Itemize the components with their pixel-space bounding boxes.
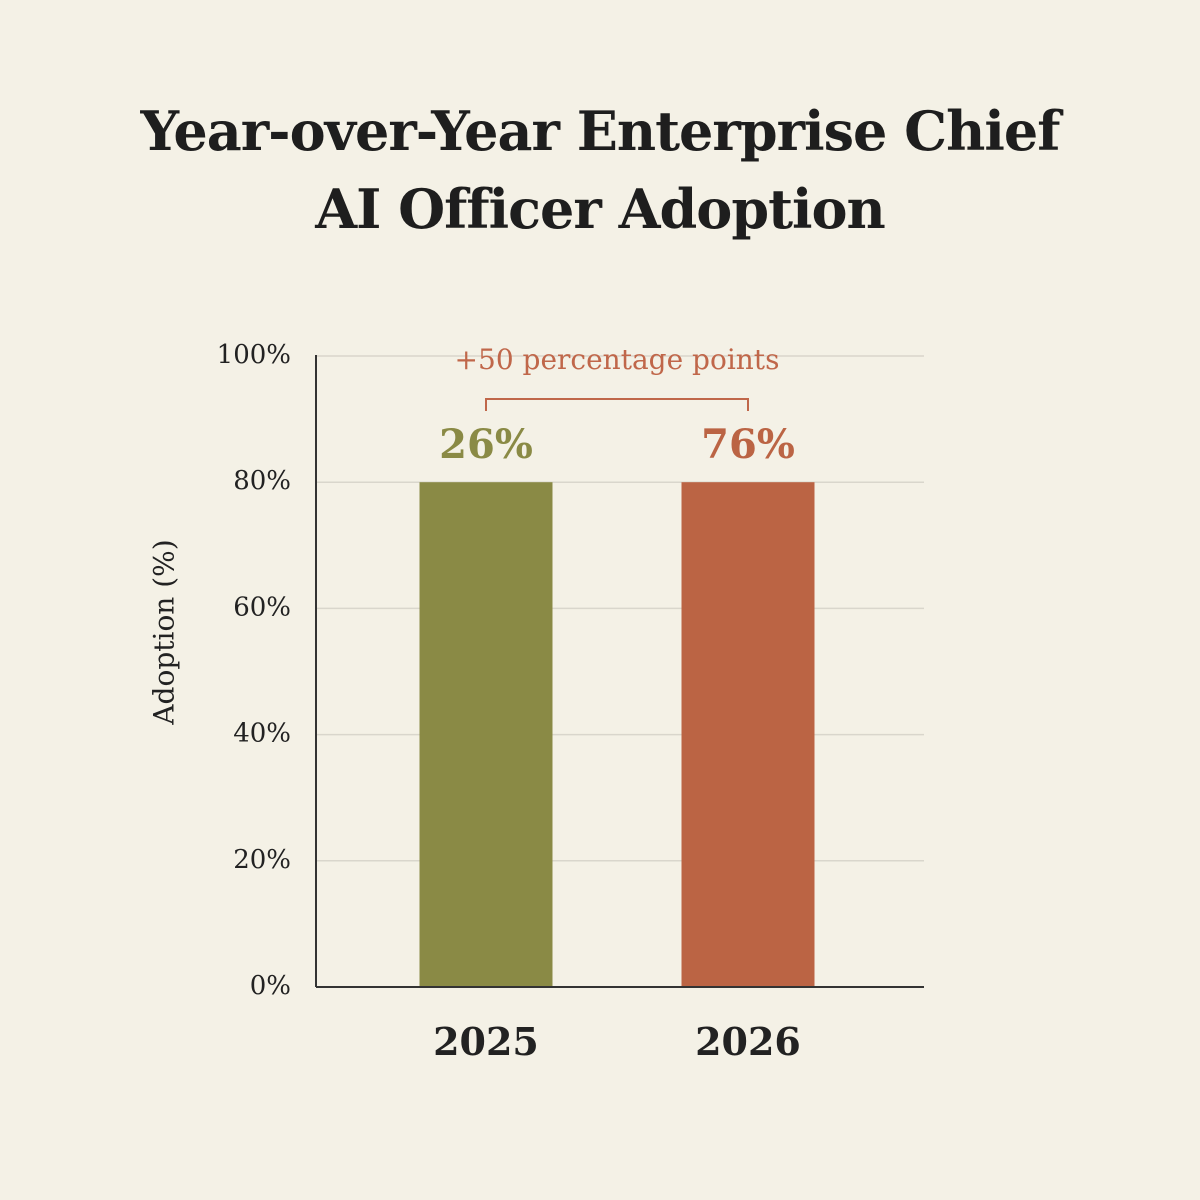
chart-title-line-2: AI Officer Adoption <box>315 177 886 241</box>
data-label-2025: 26% <box>439 421 533 468</box>
y-tick-label: 60% <box>233 592 291 622</box>
bar-2026 <box>681 482 815 987</box>
y-axis-title: Adoption (%) <box>148 539 181 725</box>
x-axis-categories: 2025 2026 <box>433 1019 801 1064</box>
y-tick-label: 100% <box>217 340 291 370</box>
y-tick-label: 20% <box>233 845 291 875</box>
chart-title: Year-over-Year Enterprise Chief AI Offic… <box>0 92 1200 248</box>
annotation-text: +50 percentage points <box>455 343 780 376</box>
y-axis-ticks: 0% 20% 40% 60% 80% 100% <box>217 340 291 1001</box>
gridlines <box>316 355 924 862</box>
category-label-2026: 2026 <box>695 1019 801 1064</box>
data-label-2026: 76% <box>701 421 795 468</box>
category-label-2025: 2025 <box>433 1019 539 1064</box>
y-tick-label: 80% <box>233 466 291 496</box>
bar-2025 <box>419 482 553 987</box>
chart-title-line-1: Year-over-Year Enterprise Chief <box>140 99 1061 163</box>
y-tick-label: 0% <box>250 971 291 1001</box>
difference-annotation: +50 percentage points <box>455 343 780 411</box>
data-labels: 26% 76% <box>439 421 795 468</box>
annotation-bracket <box>485 398 749 411</box>
y-tick-label: 40% <box>233 719 291 749</box>
bars <box>419 482 815 987</box>
